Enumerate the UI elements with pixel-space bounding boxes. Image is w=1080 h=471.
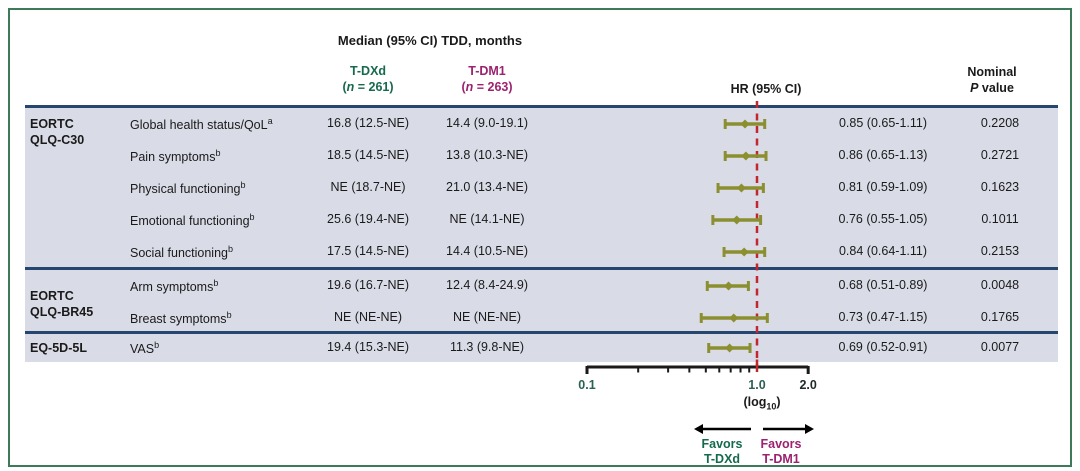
tdxd-median-value: 19.6 (16.7-NE) xyxy=(327,278,409,292)
group-band xyxy=(25,107,1058,267)
tdm1-median-value: 13.8 (10.3-NE) xyxy=(446,148,528,162)
p-value: 0.2721 xyxy=(980,148,1020,162)
pvalue-header-line2: P value xyxy=(970,81,1014,95)
hr-ci-value: 0.76 (0.55-1.05) xyxy=(838,212,928,226)
group-separator-line xyxy=(25,267,1058,270)
tdm1-median-value: 14.4 (10.5-NE) xyxy=(446,244,528,258)
axis-tick-label: 1.0 xyxy=(748,378,766,392)
group-label: EORTC xyxy=(30,117,74,131)
tdm1-median-value: NE (14.1-NE) xyxy=(449,212,525,226)
hr-ci-value: 0.85 (0.65-1.11) xyxy=(838,116,928,130)
column-header-pvalue: Nominal P value xyxy=(967,64,1016,96)
figure-title: Median (95% CI) TDD, months xyxy=(337,33,523,48)
group-separator-line xyxy=(25,105,1058,108)
column-header-tdxd: T-DXd (n = 261) xyxy=(342,63,393,95)
hr-ci-value: 0.73 (0.47-1.15) xyxy=(838,310,928,324)
group-band xyxy=(25,333,1058,362)
row-label: Breast symptomsb xyxy=(130,310,232,327)
tdxd-n-count: (n = 261) xyxy=(342,80,394,94)
pvalue-header-line1: Nominal xyxy=(967,65,1017,79)
hr-ci-value: 0.84 (0.64-1.11) xyxy=(838,244,928,258)
favors-tdxd-label: Favors T-DXd xyxy=(701,437,743,466)
tdxd-median-value: 25.6 (19.4-NE) xyxy=(327,212,409,226)
tdxd-median-value: 17.5 (14.5-NE) xyxy=(327,244,409,258)
group-band xyxy=(25,269,1058,331)
group-label: QLQ-C30 xyxy=(30,133,85,147)
tdxd-median-value: NE (18.7-NE) xyxy=(330,180,406,194)
row-label: Global health status/QoLa xyxy=(130,116,273,133)
tdm1-n-count: (n = 263) xyxy=(461,80,513,94)
axis-scale-label: (log10) xyxy=(743,395,781,412)
p-value: 0.1011 xyxy=(981,212,1019,226)
group-label: QLQ-BR45 xyxy=(30,305,94,319)
favors-tdm1-label: Favors T-DM1 xyxy=(760,437,802,466)
row-label: Emotional functioningb xyxy=(130,212,255,229)
hr-ci-value: 0.86 (0.65-1.13) xyxy=(838,148,928,162)
tdm1-median-value: NE (NE-NE) xyxy=(452,310,522,324)
tdxd-median-value: NE (NE-NE) xyxy=(333,310,403,324)
tdxd-median-value: 16.8 (12.5-NE) xyxy=(327,116,409,130)
tdm1-median-value: 21.0 (13.4-NE) xyxy=(446,180,528,194)
hr-ci-value: 0.68 (0.51-0.89) xyxy=(838,278,928,292)
p-value: 0.2153 xyxy=(980,244,1020,258)
row-label: Physical functioningb xyxy=(130,180,246,197)
tdm1-median-value: 12.4 (8.4-24.9) xyxy=(446,278,528,292)
tdxd-median-value: 19.4 (15.3-NE) xyxy=(327,340,409,354)
hr-ci-value: 0.69 (0.52-0.91) xyxy=(838,340,928,354)
tdm1-median-value: 14.4 (9.0-19.1) xyxy=(446,116,528,130)
group-label: EORTC xyxy=(30,289,74,303)
row-label: Pain symptomsb xyxy=(130,148,221,165)
p-value: 0.2208 xyxy=(980,116,1020,130)
p-value: 0.1765 xyxy=(980,310,1020,324)
tdm1-median-value: 11.3 (9.8-NE) xyxy=(449,340,525,354)
tdxd-median-value: 18.5 (14.5-NE) xyxy=(327,148,409,162)
row-label: Arm symptomsb xyxy=(130,278,219,295)
tdxd-label: T-DXd xyxy=(349,64,387,78)
p-value: 0.1623 xyxy=(980,180,1020,194)
column-header-tdm1: T-DM1 (n = 263) xyxy=(461,63,512,95)
axis-tick-label: 0.1 xyxy=(578,378,596,392)
column-header-hr: HR (95% CI) xyxy=(730,82,802,96)
group-label: EQ-5D-5L xyxy=(30,341,87,355)
row-label: Social functioningb xyxy=(130,244,233,261)
axis-tick-label: 2.0 xyxy=(799,378,817,392)
p-value: 0.0048 xyxy=(980,278,1020,292)
tdm1-label: T-DM1 xyxy=(468,64,506,78)
p-value: 0.0077 xyxy=(980,340,1020,354)
row-label: VASb xyxy=(130,340,160,357)
hr-ci-value: 0.81 (0.59-1.09) xyxy=(838,180,928,194)
group-separator-line xyxy=(25,331,1058,334)
